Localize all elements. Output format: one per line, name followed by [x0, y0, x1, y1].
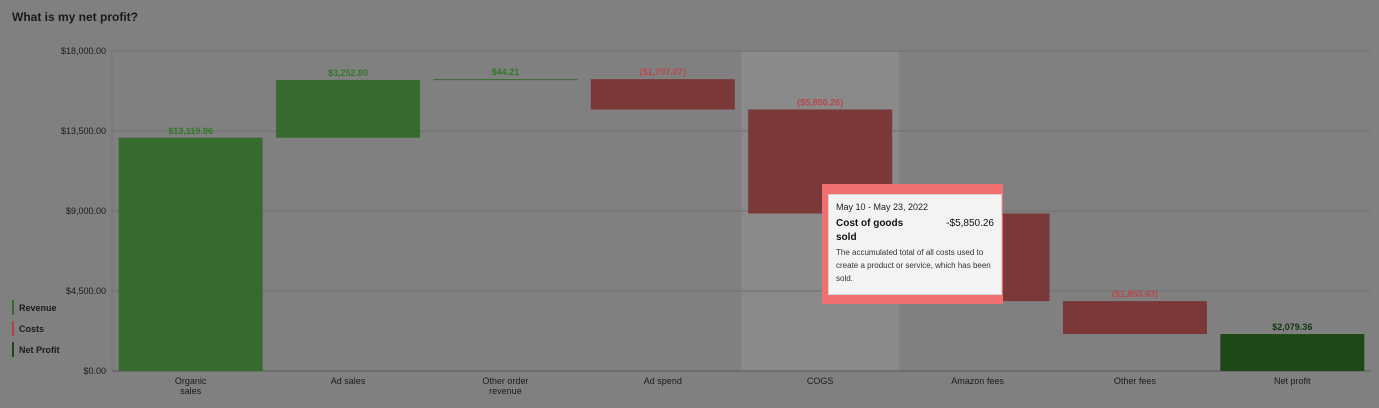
- x-tick-label-other-order-revenue: Other order: [482, 376, 528, 386]
- data-label-net-profit: $2,079.36: [1272, 322, 1312, 332]
- legend-swatch-net-profit: [12, 342, 14, 357]
- page-title: What is my net profit?: [12, 10, 138, 24]
- x-tick-label-other-fees: Other fees: [1114, 376, 1157, 386]
- bar-other-fees: [1062, 301, 1207, 335]
- data-label-ad-sales: $3,252.80: [328, 68, 368, 78]
- tooltip-description: The accumulated total of all costs used …: [836, 248, 991, 283]
- data-label-cogs: ($5,850.26): [797, 97, 843, 107]
- legend-swatch-costs: [12, 321, 14, 336]
- bar-other-order-revenue: [433, 79, 578, 81]
- bar-net-profit: [1220, 334, 1365, 371]
- y-tick-label: $0.00: [83, 366, 106, 376]
- legend-item-net-profit[interactable]: Net Profit: [12, 342, 60, 357]
- x-tick-label-cogs: COGS: [807, 376, 834, 386]
- data-label-other-fees: ($1,853.43): [1112, 289, 1158, 299]
- legend-swatch-revenue: [12, 300, 14, 315]
- y-tick-label: $13,500.00: [61, 126, 106, 136]
- x-tick-label-ad-sales: Ad sales: [331, 376, 366, 386]
- x-tick-label-ad-spend: Ad spend: [644, 376, 682, 386]
- data-label-ad-spend: ($1,707.07): [640, 67, 686, 77]
- legend-label-costs: Costs: [19, 323, 45, 334]
- chart-legend: Revenue Costs Net Profit: [12, 300, 60, 363]
- y-tick-label: $4,500.00: [66, 286, 106, 296]
- data-label-organic-sales: $13,119.96: [168, 126, 213, 136]
- legend-label-revenue: Revenue: [19, 302, 57, 313]
- tooltip-date-range: May 10 - May 23, 2022: [836, 202, 929, 212]
- bar-ad-spend: [590, 79, 735, 110]
- x-tick-label-organic-sales: Organic: [175, 376, 207, 386]
- bar-ad-sales: [276, 79, 421, 138]
- legend-label-net-profit: Net Profit: [19, 344, 60, 355]
- x-tick-label-net-profit: Net profit: [1274, 376, 1311, 386]
- x-tick-label-amazon-fees: Amazon fees: [951, 376, 1004, 386]
- x-tick-label-organic-sales: sales: [180, 386, 202, 396]
- legend-item-revenue[interactable]: Revenue: [12, 300, 60, 315]
- legend-item-costs[interactable]: Costs: [12, 321, 60, 336]
- y-tick-label: $18,000.00: [61, 46, 106, 56]
- bar-organic-sales: [118, 137, 263, 371]
- data-label-other-order-revenue: $44.21: [492, 67, 520, 77]
- tooltip-value: -$5,850.26: [946, 218, 994, 229]
- tooltip-label: Cost of goods sold: [836, 218, 904, 243]
- tooltip-highlight: May 10 - May 23, 2022 Cost of goods sold…: [822, 184, 1003, 304]
- tooltip-header: Cost of goods sold -$5,850.26: [836, 217, 994, 245]
- x-tick-label-other-order-revenue: revenue: [489, 386, 522, 396]
- cogs-tooltip: May 10 - May 23, 2022 Cost of goods sold…: [828, 194, 1002, 295]
- y-tick-label: $9,000.00: [66, 206, 106, 216]
